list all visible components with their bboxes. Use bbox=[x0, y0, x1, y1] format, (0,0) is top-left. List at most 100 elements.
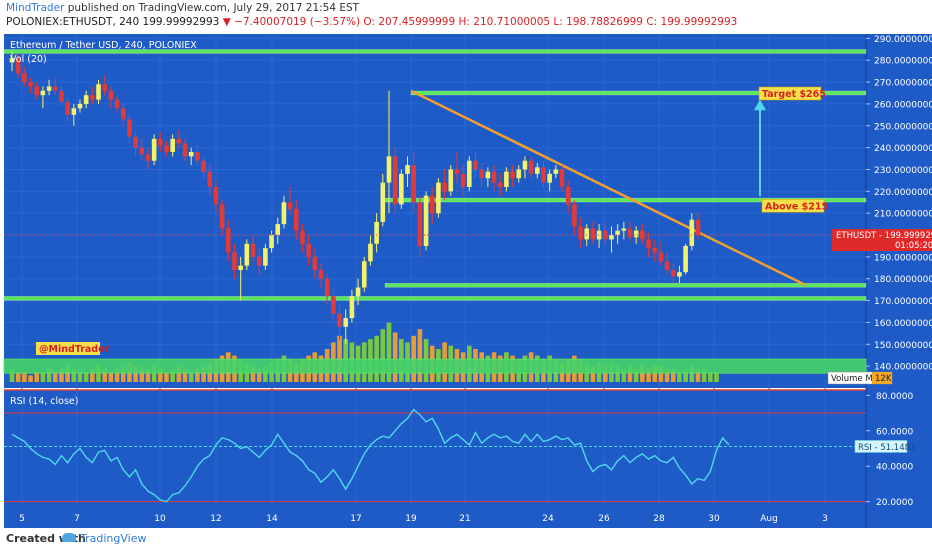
volume-bar-18 bbox=[120, 365, 126, 382]
volume-bar-6 bbox=[46, 368, 52, 382]
chart-title: Ethereum / Tether USD, 240, POLONIEX bbox=[10, 40, 197, 51]
candle-body-37 bbox=[238, 265, 243, 270]
time-tick-label-8: 24 bbox=[542, 514, 554, 524]
candle-body-54 bbox=[343, 318, 349, 327]
candle-body-63 bbox=[399, 173, 404, 205]
volume-bar-30 bbox=[195, 368, 200, 382]
author-link[interactable]: MindTrader bbox=[6, 2, 65, 14]
price-text: 199.99992993 bbox=[142, 16, 220, 28]
volume-bar-105 bbox=[658, 365, 664, 382]
candle-body-30 bbox=[195, 152, 200, 161]
rsi-line bbox=[11, 408, 730, 503]
candle-body-8 bbox=[59, 90, 64, 102]
volume-bar-3 bbox=[28, 375, 33, 382]
volume-bar-9 bbox=[65, 365, 70, 382]
candle-body-25 bbox=[164, 145, 169, 152]
candle-body-14 bbox=[96, 84, 101, 100]
candle-body-22 bbox=[145, 154, 151, 161]
candle-body-59 bbox=[374, 221, 379, 244]
price-tick-label-10: 190.00000000 bbox=[874, 253, 932, 263]
volume-bar-60 bbox=[380, 329, 386, 382]
candle-body-75 bbox=[473, 160, 478, 170]
volume-bar-102 bbox=[640, 365, 645, 382]
candle-body-46 bbox=[293, 208, 299, 231]
candle-body-21 bbox=[139, 147, 145, 155]
volume-bar-8 bbox=[59, 368, 64, 382]
time-tick-label-13: 3 bbox=[822, 514, 828, 524]
volume-bar-5 bbox=[40, 372, 46, 382]
candle-body-82 bbox=[516, 169, 522, 179]
candle-body-31 bbox=[201, 160, 206, 172]
volume-bar-40 bbox=[256, 368, 262, 382]
rsi-tick-label-3: 20.0000 bbox=[876, 498, 913, 508]
volume-bar-94 bbox=[590, 365, 596, 382]
candle-body-45 bbox=[287, 202, 293, 209]
volume-bar-98 bbox=[615, 365, 620, 382]
candle-body-35 bbox=[226, 228, 231, 253]
volume-bar-66 bbox=[417, 329, 423, 382]
candle-body-32 bbox=[207, 171, 213, 187]
candle-body-106 bbox=[664, 261, 670, 270]
candle-body-101 bbox=[633, 230, 639, 238]
candle-body-5 bbox=[40, 90, 46, 96]
time-tick-label-1: 7 bbox=[74, 514, 80, 524]
candle-body-41 bbox=[263, 248, 268, 266]
candle-body-48 bbox=[306, 243, 311, 257]
volume-bar-104 bbox=[652, 365, 658, 382]
symbol-info: POLONIEX:ETHUSDT, 240 199.99992993 ▼ −7.… bbox=[6, 16, 737, 28]
volume-bar-13 bbox=[90, 368, 95, 382]
tradingview-brand-link[interactable]: TradingView bbox=[80, 532, 147, 545]
target-arrow-head bbox=[754, 99, 766, 111]
time-tick-label-7: 21 bbox=[459, 514, 470, 524]
volume-bar-28 bbox=[182, 368, 188, 382]
candle-body-15 bbox=[102, 84, 107, 91]
candle-body-96 bbox=[602, 230, 608, 240]
price-tick-label-8: 210.00000000 bbox=[874, 210, 932, 220]
time-tick-label-4: 14 bbox=[266, 514, 278, 524]
price-tick-label-4: 250.00000000 bbox=[874, 122, 932, 132]
price-tick-label-6: 230.00000000 bbox=[874, 166, 932, 176]
volume-bar-39 bbox=[250, 365, 256, 382]
candle-body-18 bbox=[120, 108, 126, 120]
candle-body-102 bbox=[640, 230, 645, 240]
time-tick-label-12: Aug bbox=[760, 514, 778, 524]
rsi-tick-label-1: 60.0000 bbox=[876, 427, 913, 437]
above-label-box bbox=[761, 199, 825, 213]
candle-body-104 bbox=[652, 248, 658, 253]
rsi-pane bbox=[4, 390, 866, 507]
candle-body-105 bbox=[658, 252, 664, 262]
candle-body-47 bbox=[300, 230, 305, 244]
candle-body-33 bbox=[213, 186, 219, 205]
candle-body-77 bbox=[485, 171, 491, 179]
time-tick-label-2: 10 bbox=[154, 514, 166, 524]
trading-chart[interactable]: 290.00000000 280.00000000 270.00000000 260.… bbox=[0, 32, 932, 528]
price-tick-label-11: 180.00000000 bbox=[874, 275, 932, 285]
candle-body-100 bbox=[627, 228, 633, 238]
candle-body-94 bbox=[590, 228, 596, 240]
price-tick-label-13: 160.00000000 bbox=[874, 319, 932, 329]
candle-body-17 bbox=[114, 99, 120, 109]
candle-body-20 bbox=[133, 136, 138, 148]
volume-bar-1 bbox=[15, 372, 21, 382]
candle-body-90 bbox=[565, 186, 571, 205]
rsi-value-badge bbox=[854, 440, 908, 453]
candle-body-88 bbox=[553, 169, 559, 174]
price-tick-label-2: 270.00000000 bbox=[874, 79, 932, 89]
volume-bar-99 bbox=[621, 368, 627, 382]
candle-body-13 bbox=[90, 95, 95, 100]
price-tick-label-14: 150.00000000 bbox=[874, 341, 932, 351]
candle-body-55 bbox=[349, 296, 355, 319]
candle-body-29 bbox=[188, 152, 194, 157]
candle-body-86 bbox=[541, 167, 546, 183]
volume-bar-41 bbox=[263, 365, 268, 382]
chart-footer: Created with TradingView bbox=[0, 528, 932, 550]
candle-body-6 bbox=[46, 86, 52, 91]
symbol-text: POLONIEX:ETHUSDT, 240 bbox=[6, 16, 140, 28]
time-tick-label-5: 17 bbox=[350, 514, 361, 524]
volume-bar-109 bbox=[683, 368, 688, 382]
candle-body-111 bbox=[695, 219, 701, 236]
volume-bar-0 bbox=[9, 368, 15, 382]
price-pane bbox=[4, 34, 866, 388]
candle-body-93 bbox=[584, 228, 590, 240]
candle-body-85 bbox=[535, 167, 540, 174]
